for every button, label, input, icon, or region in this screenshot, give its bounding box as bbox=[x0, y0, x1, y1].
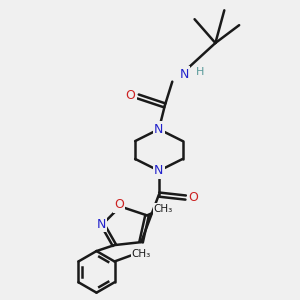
Text: O: O bbox=[188, 191, 198, 204]
Text: N: N bbox=[179, 68, 189, 81]
Text: N: N bbox=[154, 123, 164, 136]
Text: CH₃: CH₃ bbox=[132, 249, 151, 259]
Text: H: H bbox=[196, 67, 205, 77]
Text: N: N bbox=[96, 218, 106, 231]
Text: O: O bbox=[114, 199, 124, 212]
Text: N: N bbox=[154, 164, 164, 177]
Text: CH₃: CH₃ bbox=[154, 204, 173, 214]
Text: O: O bbox=[126, 88, 136, 101]
